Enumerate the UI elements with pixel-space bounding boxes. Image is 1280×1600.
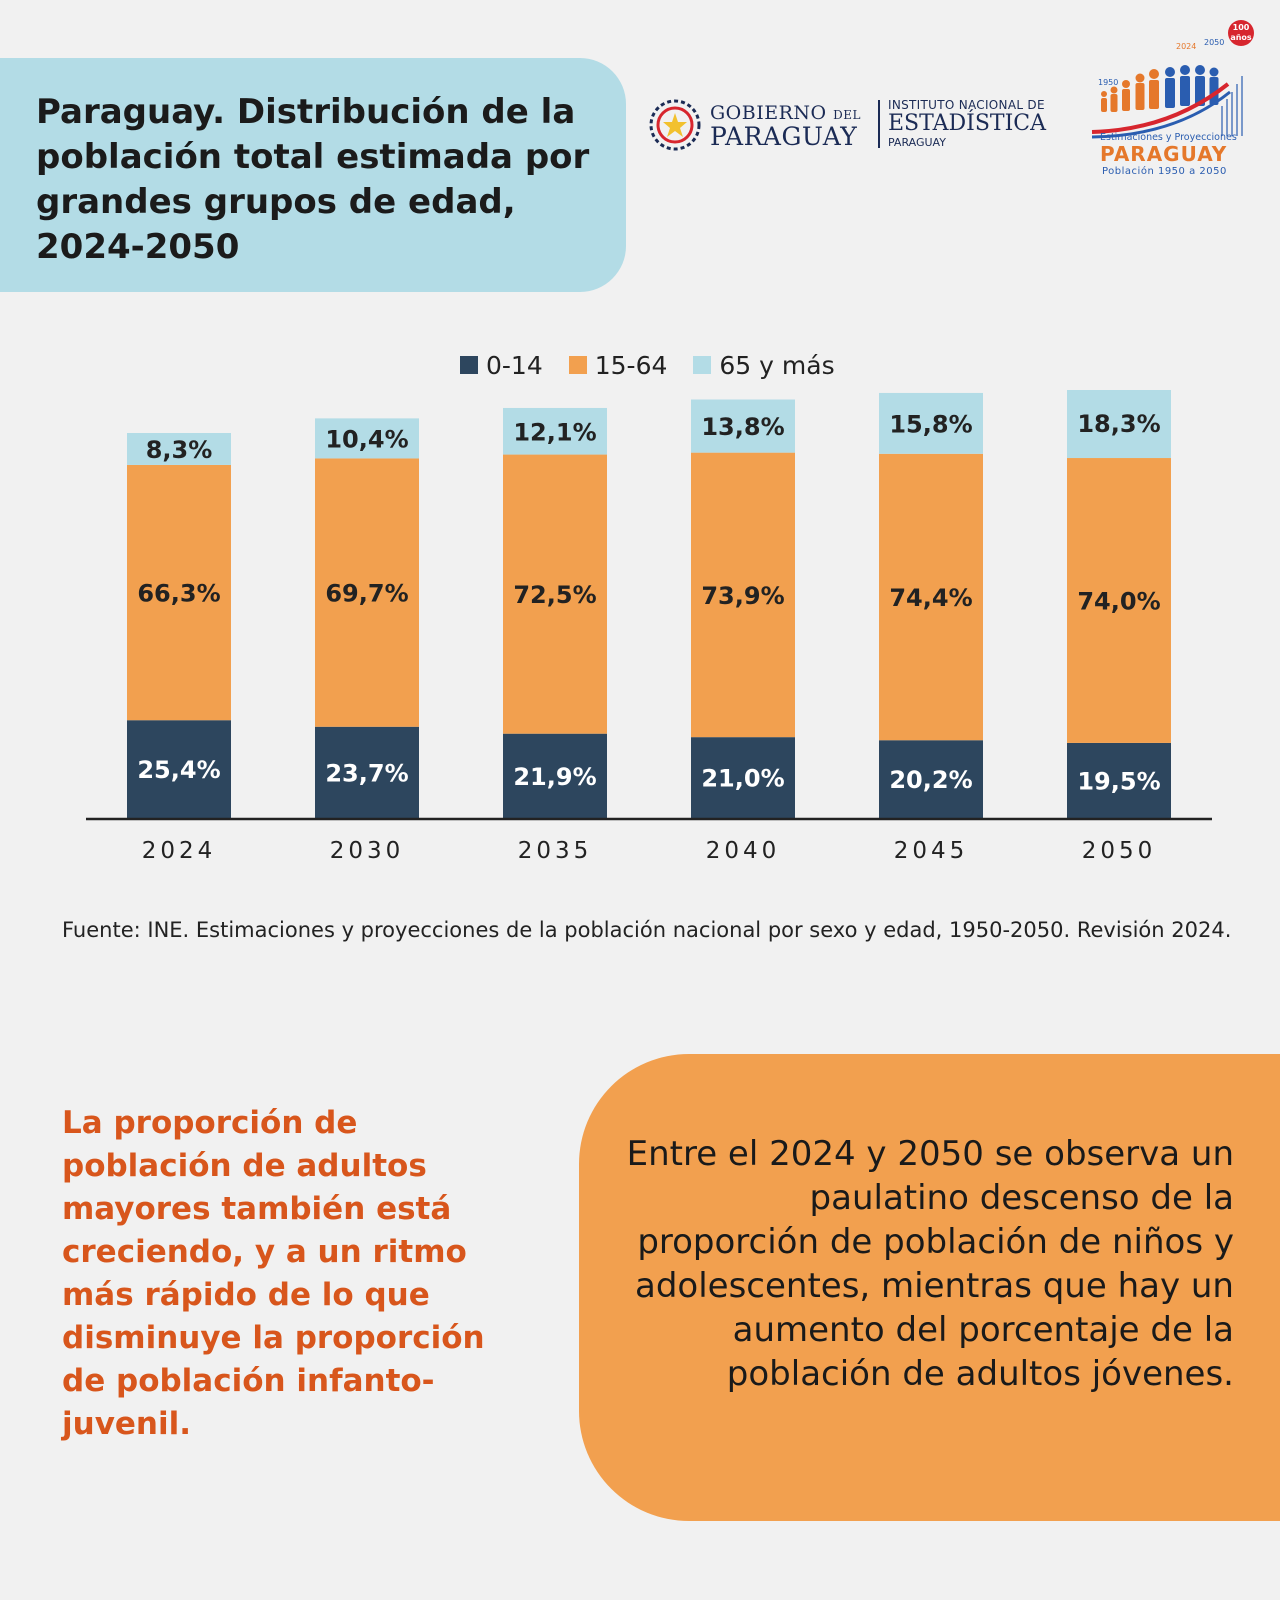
logo-name: PARAGUAY [1100,142,1228,166]
data-label: 10,4% [325,425,408,453]
bar-segment [691,452,795,738]
title-banner [0,58,626,292]
logo-divider [878,100,880,148]
data-label: 73,9% [701,582,784,610]
legend-swatch [460,356,478,374]
proyecciones-logo: 100 años 1950 2024 2050 Estimaciones y P… [1090,20,1260,180]
ine-line2: ESTADÍSTICA [888,111,1046,136]
logo-year-start: 1950 [1098,78,1119,87]
bar-segment [879,453,983,741]
bar-segment [691,399,795,453]
paraguay-label: PARAGUAY [710,122,858,151]
x-tick-label: 2030 [330,838,405,864]
legend-label: 0-14 [486,350,543,380]
data-label: 15,8% [889,410,972,438]
bar-segment [127,433,231,465]
bar-segment [1067,390,1171,459]
legend-item-0-14: 0-14 [460,351,543,380]
data-label: 21,0% [701,765,784,793]
summary-text: Entre el 2024 y 2050 se observa un paula… [626,1134,1234,1394]
data-label: 69,7% [325,580,408,608]
logo-range: Población 1950 a 2050 [1102,166,1227,177]
legend-item-65-y-mas: 65 y más [693,350,835,380]
data-label: 20,2% [889,766,972,794]
bar-segment [691,737,795,818]
x-tick-label: 2050 [1082,838,1157,864]
chart-legend: 0-14 15-64 65 y más [460,348,835,382]
data-label: 74,0% [1077,587,1160,615]
paraguay-seal-icon [649,99,701,151]
x-tick-label: 2035 [518,838,593,864]
ine-line3: PARAGUAY [888,136,946,149]
x-tick-label: 2045 [894,838,969,864]
bar-segment [315,458,419,727]
bar-segment [127,464,231,721]
page-title: Paraguay. Distribución de la población t… [36,92,590,267]
data-label: 74,4% [889,584,972,612]
data-label: 21,9% [513,763,596,791]
x-tick-label: 2024 [142,838,217,864]
bar-segment [315,726,419,818]
gobierno-label: GOBIERNO DEL [710,102,862,124]
data-label: 13,8% [701,413,784,441]
legend-swatch [568,356,587,374]
legend-label: 15-64 [594,350,668,380]
bar-segment [503,454,607,734]
data-label: 18,3% [1077,410,1160,438]
bar-segment [1067,458,1171,743]
gobierno-ine-logo: GOBIERNO DEL PARAGUAY INSTITUTO NACIONAL… [648,96,1068,156]
logo-year-mid: 2024 [1176,42,1197,51]
ine-line1: INSTITUTO NACIONAL DE [888,98,1045,112]
data-label: 66,3% [137,580,220,608]
legend-swatch [693,356,712,374]
logo-subtitle: Estimaciones y Proyecciones [1100,132,1237,143]
anniversary-badge: 100 años [1228,20,1254,46]
data-label: 8,3% [146,436,213,464]
highlight-note: La proporción de población de adultos ma… [62,1105,485,1442]
legend-item-15-64: 15-64 [568,350,668,380]
logo-year-end: 2050 [1204,38,1225,47]
bar-segment [503,733,607,818]
bar-segment [503,407,607,455]
population-figures-icon [1091,65,1243,139]
summary-box [579,1054,1280,1521]
data-label: 12,1% [513,418,596,446]
legend-label: 65 y más [719,350,835,380]
data-label: 72,5% [513,581,596,609]
bar-segment [1067,742,1171,818]
data-label: 19,5% [1077,767,1160,795]
bar-segment [315,418,419,459]
bar-segment [879,740,983,818]
source-note: Fuente: INE. Estimaciones y proyecciones… [62,918,1232,942]
bar-segment [879,392,983,454]
stacked-bar-chart: 25,4% 66,3% 8,3% 2024 23,7% 69,7% 10,4% 2030 21,… [86,390,1212,864]
data-label: 23,7% [325,759,408,787]
x-tick-label: 2040 [706,838,781,864]
bar-segment [127,720,231,818]
data-label: 25,4% [137,756,220,784]
